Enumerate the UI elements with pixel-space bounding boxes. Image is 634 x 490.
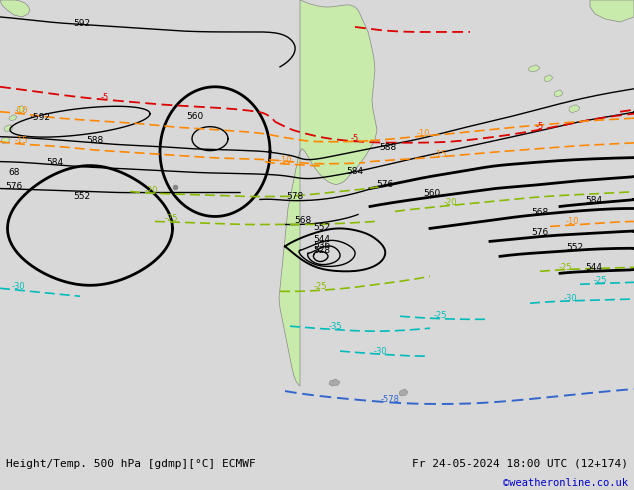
Polygon shape — [399, 389, 408, 396]
Text: ©weatheronline.co.uk: ©weatheronline.co.uk — [503, 478, 628, 489]
Text: -20: -20 — [145, 186, 158, 195]
Polygon shape — [544, 75, 553, 82]
Text: Height/Temp. 500 hPa [gdmp][°C] ECMWF: Height/Temp. 500 hPa [gdmp][°C] ECMWF — [6, 459, 256, 468]
Text: -10: -10 — [278, 156, 292, 165]
Text: 68: 68 — [8, 168, 20, 176]
Polygon shape — [9, 115, 17, 121]
Polygon shape — [329, 379, 340, 386]
Text: -15: -15 — [15, 136, 29, 145]
Text: -35: -35 — [328, 322, 342, 331]
Text: -5: -5 — [101, 93, 109, 102]
Text: 568: 568 — [531, 208, 548, 218]
Text: 560: 560 — [186, 112, 204, 121]
Text: 560: 560 — [424, 189, 441, 197]
Text: 552: 552 — [566, 244, 583, 252]
Polygon shape — [17, 106, 25, 113]
Polygon shape — [1, 137, 10, 144]
Text: -25: -25 — [593, 276, 607, 285]
Text: 544: 544 — [313, 235, 330, 245]
Text: 576: 576 — [5, 181, 22, 191]
Polygon shape — [0, 0, 30, 17]
Text: -25: -25 — [559, 263, 572, 272]
Text: 578: 578 — [287, 192, 304, 200]
Text: -578: -578 — [380, 395, 399, 404]
Text: 536: 536 — [313, 242, 330, 250]
Polygon shape — [279, 0, 377, 386]
Text: ·592: ·592 — [30, 113, 50, 122]
Text: 552: 552 — [313, 223, 330, 232]
Polygon shape — [554, 90, 563, 97]
Text: -20: -20 — [443, 198, 456, 207]
Text: 576: 576 — [531, 228, 548, 238]
Text: 584: 584 — [46, 158, 63, 167]
Polygon shape — [569, 105, 580, 113]
Text: 592: 592 — [74, 19, 91, 28]
Polygon shape — [528, 65, 540, 72]
Text: 552: 552 — [74, 192, 91, 200]
Polygon shape — [4, 124, 13, 132]
Text: -10: -10 — [15, 106, 29, 115]
Text: Fr 24-05-2024 18:00 UTC (12+174): Fr 24-05-2024 18:00 UTC (12+174) — [411, 459, 628, 468]
Text: -15: -15 — [433, 149, 447, 159]
Text: -30: -30 — [563, 294, 577, 303]
Text: -25: -25 — [433, 311, 447, 320]
Polygon shape — [590, 0, 634, 22]
Text: -30: -30 — [12, 282, 25, 291]
Text: 588: 588 — [379, 143, 397, 151]
Text: -25: -25 — [313, 282, 327, 291]
Text: 584: 584 — [585, 196, 602, 204]
Text: -5: -5 — [536, 122, 544, 131]
Text: 584: 584 — [346, 167, 363, 175]
Text: 528: 528 — [313, 246, 330, 255]
Text: 576: 576 — [376, 179, 393, 189]
Text: 588: 588 — [86, 136, 103, 145]
Text: 568: 568 — [294, 217, 312, 225]
Text: -25: -25 — [165, 215, 179, 223]
Text: -30: -30 — [373, 347, 387, 356]
Text: -10: -10 — [566, 218, 579, 226]
Text: -5: -5 — [351, 134, 359, 143]
Text: 544: 544 — [586, 263, 602, 272]
Text: -10: -10 — [417, 129, 430, 138]
